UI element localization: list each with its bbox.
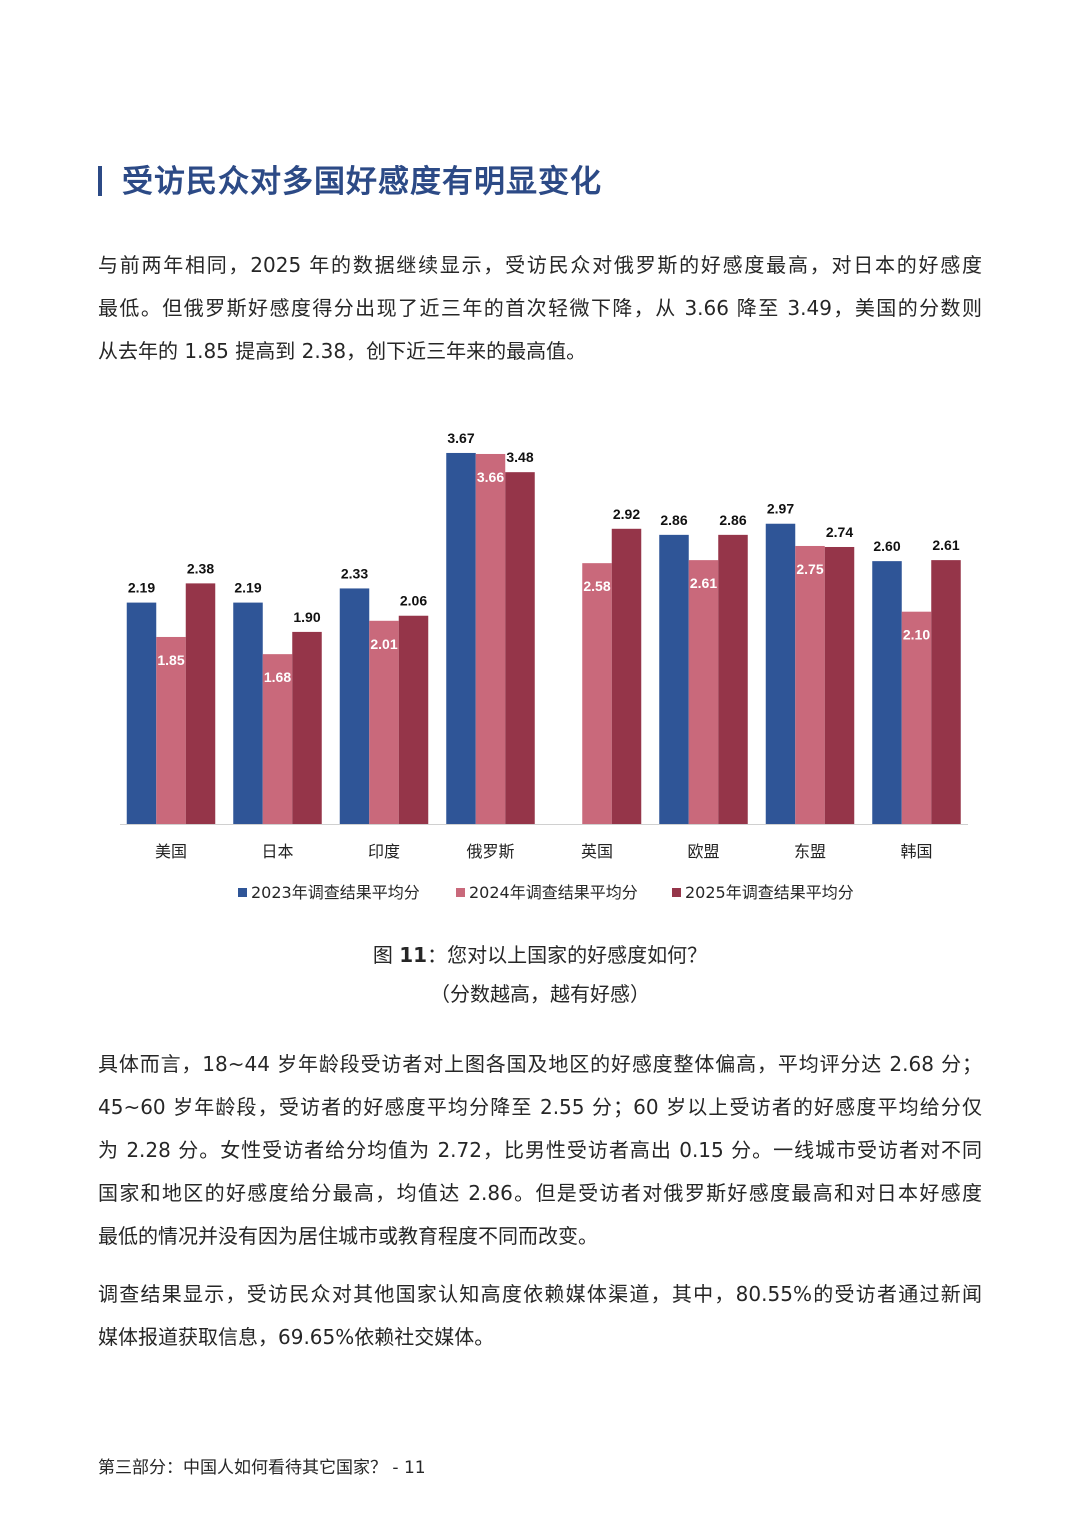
caption-text: ：您对以上国家的好感度如何？ [427, 943, 708, 967]
category-label: 日本 [261, 842, 293, 861]
figure-caption: 图 11：您对以上国家的好感度如何？ [0, 939, 1080, 968]
text-line: 从去年的 1.85 提高到 2.38，创下近三年来的最高值。 [98, 339, 587, 363]
text-line: 具体而言，18~44 岁年龄段受访者对上图各国及地区的好感度整体偏高，平均评分达… [98, 1052, 982, 1076]
caption-number: 11 [399, 943, 428, 967]
figure-subcaption: （分数越高，越有好感） [430, 982, 650, 1006]
bar [398, 615, 429, 824]
page-footer: 第三部分：中国人如何看待其它国家？ - 11 [98, 1458, 426, 1478]
bar [718, 534, 748, 824]
bar [765, 523, 796, 824]
bar [872, 561, 902, 824]
bar [688, 560, 719, 824]
text-line: 与前两年相同，2025 年的数据继续显示，受访民众对俄罗斯的好感度最高，对日本的… [98, 253, 982, 277]
data-label: 2.60 [873, 538, 900, 554]
bar [901, 611, 932, 824]
data-label: 1.85 [157, 652, 184, 668]
bar [339, 588, 370, 824]
data-label: 2.75 [796, 561, 823, 577]
legend-swatch [672, 888, 681, 897]
legend-item-2023: 2023年调查结果平均分 [238, 879, 420, 903]
bar [292, 631, 322, 824]
intro-paragraph: 与前两年相同，2025 年的数据继续显示，受访民众对俄罗斯的好感度最高，对日本的… [98, 244, 982, 373]
bar [156, 636, 186, 824]
data-label: 2.33 [341, 565, 368, 581]
bar [824, 546, 855, 824]
bar [126, 602, 157, 824]
data-label: 2.06 [400, 593, 427, 609]
text-line: 调查结果显示，受访民众对其他国家认知高度依赖媒体渠道，其中，80.55%的受访者… [98, 1282, 982, 1306]
bar [475, 453, 506, 824]
bar-chart: 2.19 1.85 2.38 美国 2.19 1.68 1.90 日本 2.33 2.01 2.06… [120, 430, 968, 861]
data-label: 2.97 [767, 501, 794, 517]
caption-prefix: 图 [372, 943, 400, 967]
legend-swatch [456, 888, 465, 897]
data-label: 2.61 [690, 575, 717, 591]
heading-text: 受访民众对多国好感度有明显变化 [122, 164, 602, 200]
data-label: 2.92 [613, 506, 640, 522]
legend-label: 2023年调查结果平均分 [251, 883, 420, 902]
data-label: 3.48 [506, 449, 533, 465]
body-paragraph: 具体而言，18~44 岁年龄段受访者对上图各国及地区的好感度整体偏高，平均评分达… [98, 1043, 982, 1258]
category-label: 欧盟 [687, 842, 719, 861]
bar [262, 654, 293, 824]
text-line: 媒体报道获取信息，69.65%依赖社交媒体。 [98, 1325, 495, 1349]
text-line: 国家和地区的好感度给分最高，均值达 2.86。但是受访者对俄罗斯好感度最高和对日… [98, 1181, 982, 1205]
text-line: 最低的情况并没有因为居住城市或教育程度不同而改变。 [98, 1224, 598, 1248]
data-label: 2.61 [932, 537, 959, 553]
category-label: 俄罗斯 [466, 842, 514, 861]
data-label: 1.90 [293, 609, 320, 625]
bar [233, 602, 263, 824]
bar [505, 472, 535, 824]
bar [795, 545, 825, 824]
data-label: 3.67 [447, 430, 474, 446]
legend-item-2024: 2024年调查结果平均分 [456, 879, 638, 903]
data-label: 2.74 [826, 524, 853, 540]
section-heading: 受访民众对多国好感度有明显变化 [98, 156, 602, 201]
data-label: 2.86 [719, 512, 746, 528]
bar [446, 452, 476, 824]
category-label: 东盟 [794, 842, 826, 861]
bar [185, 583, 216, 824]
media-paragraph: 调查结果显示，受访民众对其他国家认知高度依赖媒体渠道，其中，80.55%的受访者… [98, 1273, 982, 1359]
data-label: 2.19 [128, 580, 155, 596]
data-label: 2.19 [234, 580, 261, 596]
heading-accent-bar [98, 166, 102, 196]
text-line: 为 2.28 分。女性受访者给分均值为 2.72，比男性受访者高出 0.15 分… [98, 1138, 982, 1162]
data-label: 3.66 [477, 469, 504, 485]
legend-swatch [238, 888, 247, 897]
legend-label: 2025年调查结果平均分 [685, 883, 854, 902]
data-label: 2.58 [583, 578, 610, 594]
bar [611, 528, 642, 824]
bar [369, 620, 399, 824]
category-label: 韩国 [900, 842, 932, 861]
data-label: 2.38 [187, 560, 214, 576]
data-label: 2.10 [903, 627, 930, 643]
bar [931, 560, 961, 824]
data-label: 2.01 [370, 636, 397, 652]
data-label: 2.86 [660, 512, 687, 528]
legend-item-2025: 2025年调查结果平均分 [672, 879, 854, 903]
bar [582, 563, 612, 824]
bar [659, 534, 689, 824]
category-label: 印度 [368, 842, 400, 861]
category-label: 美国 [155, 842, 187, 861]
data-label: 1.68 [264, 669, 291, 685]
category-label: 英国 [581, 842, 613, 861]
legend-label: 2024年调查结果平均分 [469, 883, 638, 902]
text-line: 45~60 岁年龄段，受访者的好感度平均分降至 2.55 分；60 岁以上受访者… [98, 1095, 982, 1119]
text-line: 最低。但俄罗斯好感度得分出现了近三年的首次轻微下降，从 3.66 降至 3.49… [98, 296, 982, 320]
